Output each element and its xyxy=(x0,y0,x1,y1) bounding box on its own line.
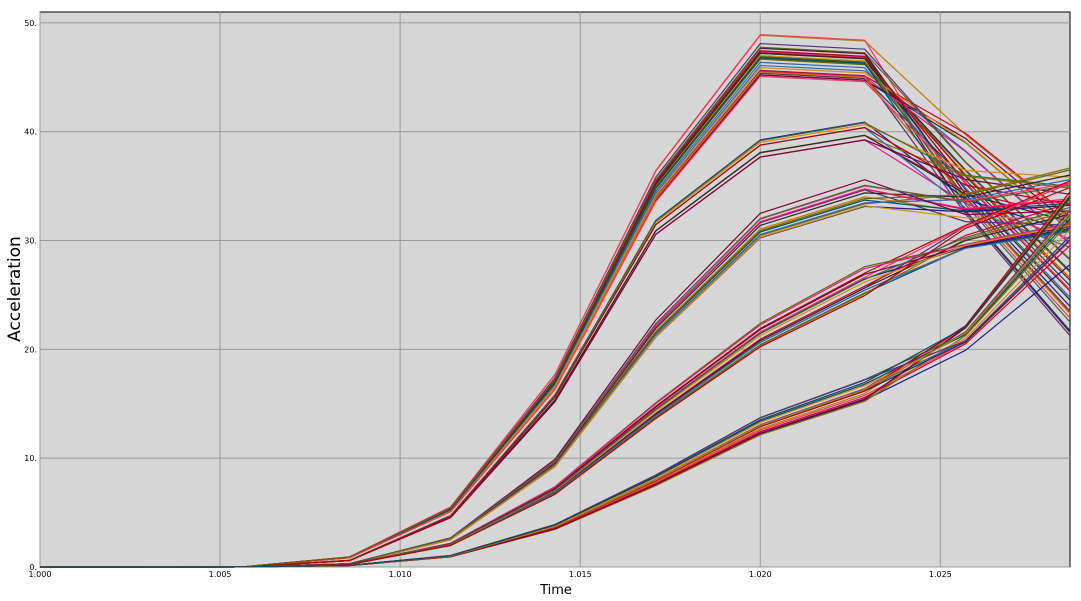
x-axis-title: Time xyxy=(539,583,572,597)
y-tick-label: 40. xyxy=(24,128,37,137)
series-line-group-5 xyxy=(40,195,1071,568)
x-axis-ticks: 1.000 1.005 1.010 1.015 1.020 1.025 xyxy=(29,570,952,579)
y-axis-title: Acceleration xyxy=(5,236,25,342)
y-tick-label: 10. xyxy=(24,454,37,463)
x-tick-label: 1.000 xyxy=(29,570,52,579)
y-tick-label: 20. xyxy=(24,345,37,354)
x-tick-label: 1.025 xyxy=(929,570,952,579)
y-axis-ticks: 0. 10. 20. 30. 40. 50. xyxy=(24,19,37,572)
y-tick-label: 30. xyxy=(24,237,37,246)
series-lines xyxy=(40,33,1071,568)
y-tick-label: 50. xyxy=(24,19,37,28)
x-tick-label: 1.020 xyxy=(749,570,772,579)
y-tick-label: 0. xyxy=(29,563,37,572)
plot-area xyxy=(39,11,1071,568)
x-tick-label: 1.015 xyxy=(569,570,592,579)
x-tick-label: 1.005 xyxy=(209,570,232,579)
x-tick-label: 1.010 xyxy=(389,570,412,579)
